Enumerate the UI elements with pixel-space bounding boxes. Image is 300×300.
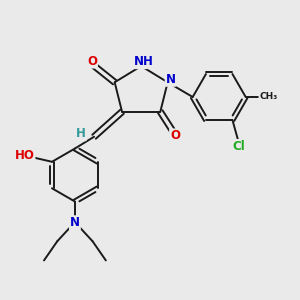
Text: N: N <box>166 73 176 86</box>
Text: O: O <box>87 55 97 68</box>
Text: HO: HO <box>15 149 34 162</box>
Text: CH₃: CH₃ <box>259 92 278 101</box>
Text: N: N <box>70 216 80 229</box>
Text: O: O <box>170 129 180 142</box>
Text: H: H <box>76 127 86 140</box>
Text: NH: NH <box>134 55 154 68</box>
Text: Cl: Cl <box>232 140 245 153</box>
